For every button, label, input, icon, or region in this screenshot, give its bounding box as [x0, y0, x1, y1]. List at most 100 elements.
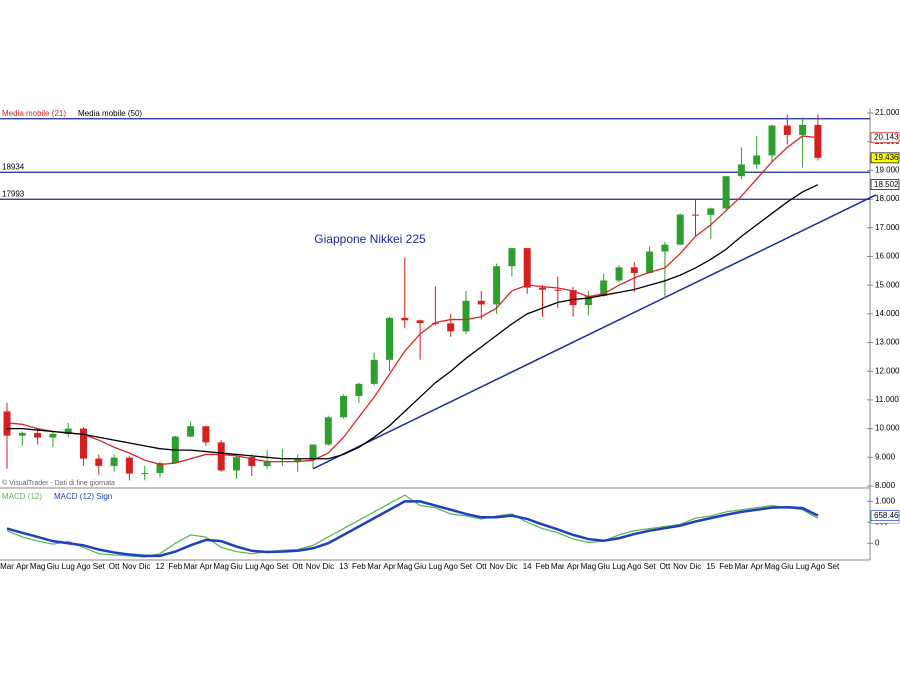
candle-body: [554, 289, 562, 291]
y-tick-label: 19.000: [875, 165, 900, 174]
candle-body: [737, 164, 745, 177]
x-tick-label: Nov: [306, 562, 320, 571]
candle-body: [202, 426, 210, 443]
x-tick-label: 13: [339, 562, 348, 571]
candle-body: [18, 432, 26, 436]
last-value-label: 658.46: [874, 511, 899, 520]
candle-body: [630, 267, 638, 273]
candle-body: [263, 461, 271, 467]
candle-body: [156, 462, 164, 473]
x-tick-label: Lug: [796, 562, 809, 571]
x-tick-label: Mag: [30, 562, 46, 571]
candle-body: [355, 383, 363, 396]
x-tick-label: Ago: [444, 562, 459, 571]
y-tick-label: 15.000: [875, 280, 900, 289]
y-tick-label: 16.000: [875, 252, 900, 261]
x-tick-label: Dic: [690, 562, 702, 571]
x-tick-label: Giu: [230, 562, 242, 571]
series-line: [6, 135, 818, 466]
candle-body: [600, 280, 608, 296]
x-tick-label: Nov: [489, 562, 503, 571]
x-tick-label: Lug: [429, 562, 442, 571]
candle-body: [646, 251, 654, 273]
x-tick-label: Mar: [551, 562, 565, 571]
x-tick-label: Mag: [213, 562, 229, 571]
x-tick-label: Ago: [627, 562, 642, 571]
last-value-box: [870, 179, 900, 191]
trendline: [312, 194, 877, 470]
y-tick-label: 13.000: [875, 338, 900, 347]
x-tick-label: Ago: [76, 562, 91, 571]
x-tick-label: Giu: [597, 562, 609, 571]
candle-body: [768, 125, 776, 156]
series-line: [6, 500, 819, 558]
x-tick-label: Apr: [16, 562, 29, 571]
x-tick-label: Apr: [383, 562, 396, 571]
candle-body: [661, 244, 669, 252]
x-tick-label: Nov: [122, 562, 136, 571]
x-tick-label: Feb: [168, 562, 182, 571]
candle-body: [49, 433, 57, 438]
candle-body: [814, 124, 822, 158]
x-tick-label: Mag: [397, 562, 413, 571]
candle-body: [401, 317, 409, 321]
candle-body: [370, 359, 378, 384]
candle-body: [431, 323, 439, 325]
chart-title: Giappone Nikkei 225: [314, 232, 426, 246]
x-tick-label: 14: [523, 562, 532, 571]
candle-body: [95, 458, 103, 466]
y-tick-label: 11.000: [875, 395, 899, 404]
candle-body: [233, 457, 240, 471]
legend-label: Media mobile (50): [78, 109, 142, 118]
candle-body: [799, 124, 807, 135]
candle-body: [64, 428, 72, 434]
last-value-box: [870, 132, 900, 143]
x-tick-label: Set: [460, 562, 473, 571]
x-tick-label: Ott: [109, 562, 120, 571]
y-tick-label: 12.000: [875, 366, 900, 375]
candle-body: [692, 214, 699, 216]
legend-label: MACD (12) Sign: [54, 492, 112, 501]
y-tick-label: 14.000: [875, 309, 900, 318]
candle-body: [615, 267, 623, 281]
x-tick-label: Giu: [781, 562, 793, 571]
candle-body: [676, 214, 684, 245]
candle-body: [722, 176, 730, 209]
level-label: 18934: [2, 162, 25, 171]
series-line: [6, 494, 819, 558]
x-tick-label: Set: [644, 562, 657, 571]
x-tick-label: Dic: [323, 562, 335, 571]
candle-body: [110, 457, 118, 466]
candle-body: [477, 300, 485, 305]
y-tick-label: 8.000: [875, 481, 896, 490]
x-tick-label: Lug: [612, 562, 625, 571]
x-tick-label: Mar: [184, 562, 198, 571]
candle-body: [294, 459, 302, 462]
last-value-label: 18.502: [874, 180, 899, 189]
x-tick-label: Feb: [719, 562, 733, 571]
level-label: 17993: [2, 189, 25, 198]
legend-label: Media mobile (21): [2, 109, 66, 118]
candle-body: [783, 125, 791, 135]
x-tick-label: Lug: [62, 562, 75, 571]
legend-label: MACD (12): [2, 492, 42, 501]
x-tick-label: Apr: [200, 562, 213, 571]
source: © VisualTrader - Dati di fine giornata: [2, 479, 115, 487]
last-value-label: 19.436: [874, 153, 899, 162]
x-tick-label: Ago: [811, 562, 826, 571]
x-tick-label: Ott: [292, 562, 303, 571]
candle-body: [508, 248, 516, 267]
y-tick-label: 9.000: [875, 452, 896, 461]
candle-body: [187, 426, 195, 437]
x-tick-label: Giu: [47, 562, 59, 571]
candle-body: [125, 457, 133, 474]
x-tick-label: Giu: [414, 562, 426, 571]
x-tick-label: Feb: [536, 562, 550, 571]
candle-body: [386, 317, 393, 360]
candle-body: [462, 300, 470, 332]
series-line: [7, 184, 819, 460]
x-tick-label: Mar: [735, 562, 749, 571]
candle-body: [248, 457, 256, 467]
x-tick-label: 12: [156, 562, 165, 571]
